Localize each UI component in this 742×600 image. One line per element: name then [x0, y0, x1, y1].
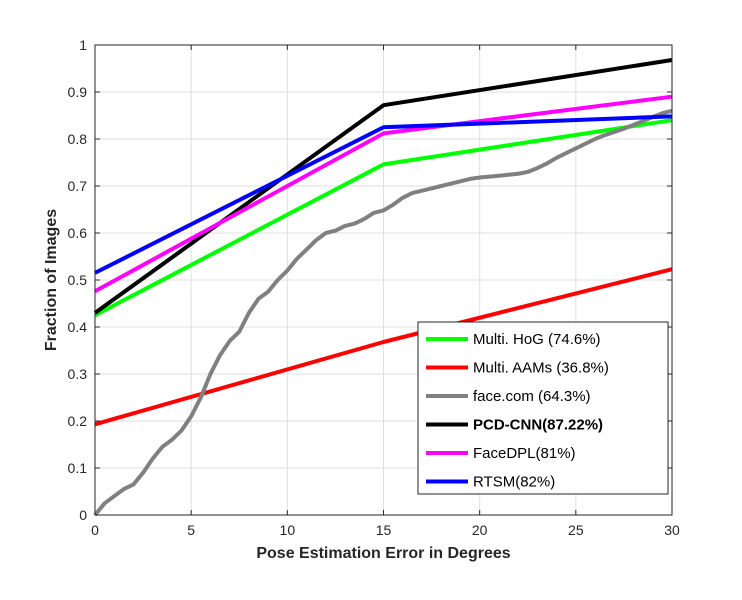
x-axis-label: Pose Estimation Error in Degrees	[256, 545, 510, 562]
legend-label: Multi. HoG (74.6%)	[473, 331, 601, 348]
x-tick-label: 20	[472, 522, 488, 538]
ticks: 0 5 10 15 20 25 30 0 0.1 0.2 0.3 0.4 0.5 0.6 0.7 0.8 0.9…	[68, 37, 680, 538]
legend-label: face.com (64.3%)	[473, 388, 591, 405]
legend-label: RTSM(82%)	[473, 474, 555, 491]
y-tick-label: 0.3	[68, 366, 88, 382]
y-axis-label: Fraction of Images	[43, 209, 60, 351]
series-line-5	[94, 94, 673, 294]
x-tick-label: 30	[664, 522, 680, 538]
series-line-2	[94, 267, 673, 427]
x-tick-label: 10	[280, 522, 296, 538]
y-tick-label: 0.6	[68, 225, 88, 241]
y-tick-label: 0.7	[68, 178, 88, 194]
legend: Multi. HoG (74.6%) Multi. AAMs (36.8%) fac…	[417, 321, 669, 495]
legend-box	[417, 321, 669, 495]
series-line-1	[94, 118, 673, 318]
x-tick-label: 0	[91, 522, 99, 538]
series-line-6	[94, 114, 673, 275]
x-tick-label: 15	[376, 522, 392, 538]
y-tick-label: 0	[79, 507, 87, 523]
y-tick-label: 0.2	[68, 413, 88, 429]
series-line-3	[93, 108, 673, 517]
legend-label: Multi. AAMs (36.8%)	[473, 360, 609, 377]
y-tick-label: 0.8	[68, 131, 88, 147]
legend-label: FaceDPL(81%)	[473, 445, 576, 462]
series-line-4	[93, 58, 673, 315]
y-tick-label: 0.4	[68, 319, 88, 335]
y-tick-label: 1	[79, 37, 87, 53]
series-layer	[93, 58, 673, 517]
y-tick-label: 0.1	[68, 460, 88, 476]
y-tick-label: 0.5	[68, 272, 88, 288]
x-tick-label: 25	[568, 522, 584, 538]
x-tick-label: 5	[187, 522, 195, 538]
legend-label: PCD-CNN(87.22%)	[473, 417, 603, 434]
y-tick-label: 0.9	[68, 84, 88, 100]
